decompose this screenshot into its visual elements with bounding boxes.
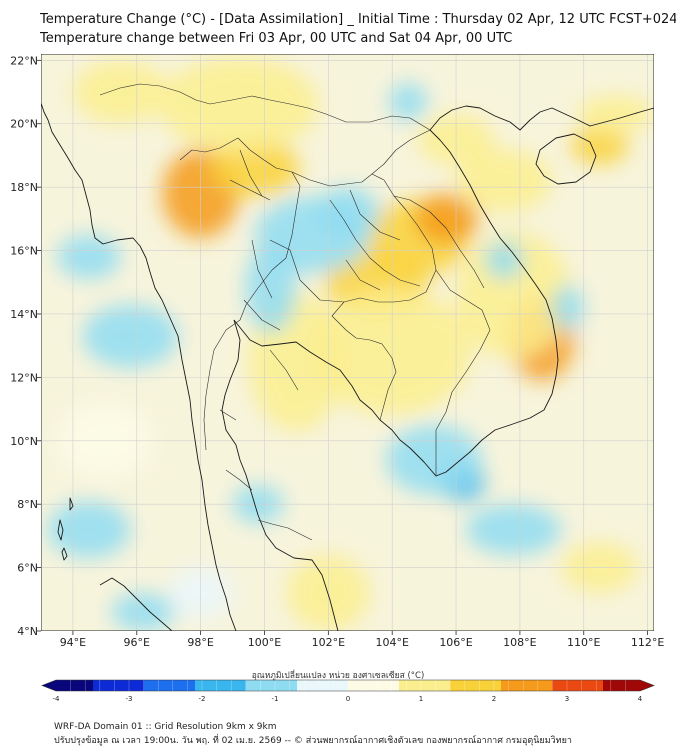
footer-model-info: WRF-DA Domain 01 :: Grid Resolution 9km …	[54, 722, 277, 732]
lat-tick-label: 20°N	[10, 118, 38, 131]
lon-tick-label: 100°E	[248, 636, 281, 649]
lat-tick-label: 10°N	[10, 435, 38, 448]
gridlines	[41, 54, 654, 631]
laos-vietnam-border	[371, 129, 485, 289]
longitude-axis: 94°E 96°E 98°E 100°E 102°E 104°E 106°E 108°E 110…	[60, 631, 664, 649]
field-blob-15	[159, 57, 319, 153]
lat-tick-label: 6°N	[17, 562, 38, 575]
colorbar-tick-label: 1	[419, 695, 423, 703]
lat-tick-label: 12°N	[10, 371, 38, 384]
sumatra-coast	[99, 577, 173, 631]
map-area	[41, 54, 654, 631]
footer-update-info: ปรับปรุงข้อมูล ณ เวลา 19:00น. วัน พฤ. ที…	[54, 736, 572, 746]
cambodia-vietnam-border	[435, 269, 491, 476]
colorbar-tick-label: -1	[272, 695, 279, 703]
lon-tick-label: 96°E	[124, 636, 150, 649]
malaysia-thailand-border	[257, 519, 313, 541]
thailand-cambodia-border	[331, 315, 397, 421]
field-blob-31	[465, 504, 562, 555]
field-blob-23	[389, 82, 428, 121]
colorbar-tick-label: -2	[199, 695, 206, 703]
province-lines-north	[229, 149, 345, 303]
colorbar: -4 -3 -2 -1 0 1 2 3 4	[41, 679, 655, 703]
field-blob-19	[245, 244, 297, 333]
lon-tick-label: 110°E	[567, 636, 600, 649]
field-blob-25	[551, 285, 584, 330]
province-lines-central	[219, 299, 299, 491]
lon-tick-label: 98°E	[187, 636, 213, 649]
colorbar-tick-label: 4	[638, 695, 643, 703]
field-blob-9	[570, 126, 629, 165]
map-subtitle: Temperature change between Fri 03 Apr, 0…	[40, 31, 513, 46]
field-blob-7	[456, 149, 552, 213]
colorbar-tick-label: 2	[492, 695, 496, 703]
field-blob-16	[72, 60, 169, 124]
colorbar-bar	[41, 679, 655, 692]
map-title: Temperature Change (°C) - [Data Assimila…	[40, 12, 676, 27]
malay-west-coast	[219, 579, 237, 631]
bangkok-bight	[233, 319, 381, 421]
field-blob-3	[414, 193, 479, 245]
colorbar-title: อุณหภูมิเปลี่ยนแปลง หน่วย องศาเซลเซียส (…	[251, 671, 425, 681]
lat-tick-label: 18°N	[10, 181, 38, 194]
lat-tick-label: 4°N	[17, 625, 38, 638]
lat-tick-label: 22°N	[10, 54, 38, 67]
lon-tick-label: 106°E	[439, 636, 472, 649]
thailand-laos-border	[291, 171, 437, 317]
lat-tick-label: 14°N	[10, 308, 38, 321]
field-blob-24	[484, 241, 524, 280]
lon-tick-label: 104°E	[375, 636, 408, 649]
province-lines-northeast	[329, 189, 421, 291]
footer: WRF-DA Domain 01 :: Grid Resolution 9km …	[54, 720, 572, 748]
hainan-island	[535, 133, 597, 185]
borders	[99, 83, 491, 541]
colorbar-tick-label: 0	[346, 695, 350, 703]
title-block: Temperature Change (°C) - [Data Assimila…	[40, 10, 676, 48]
field-blob-10	[577, 95, 654, 134]
lon-tick-label: 108°E	[503, 636, 536, 649]
field-blob-30	[47, 501, 131, 559]
colorbar-tick-label: -3	[126, 695, 133, 703]
lat-tick-label: 8°N	[17, 498, 38, 511]
china-border	[99, 83, 431, 131]
gulf-west-coast	[221, 319, 339, 631]
lat-tick-label: 16°N	[10, 245, 38, 258]
colorbar-tick-label: 3	[565, 695, 569, 703]
andaman-islands	[57, 497, 74, 561]
field-blob-28	[111, 592, 176, 631]
myanmar-coastline	[41, 102, 221, 581]
field-blob-1	[210, 139, 300, 197]
field-blob-6	[456, 231, 571, 359]
colorbar-ticks: -4 -3 -2 -1 0 1 2 3 4	[53, 680, 643, 703]
lon-tick-label: 112°E	[631, 636, 664, 649]
myanmar-thailand-border	[179, 137, 301, 451]
field-blob-22	[385, 424, 482, 495]
tonkin-coast	[429, 105, 654, 131]
latitude-axis: 4°N 6°N 8°N 10°N 12°N 14°N 16°N 18°N 20°N 22°N	[10, 54, 41, 638]
field-blob-20	[315, 187, 380, 238]
colorbar-tick-label: -4	[53, 695, 61, 703]
lon-tick-label: 94°E	[60, 636, 86, 649]
lon-tick-label: 102°E	[312, 636, 345, 649]
field-blob-27	[82, 304, 179, 368]
